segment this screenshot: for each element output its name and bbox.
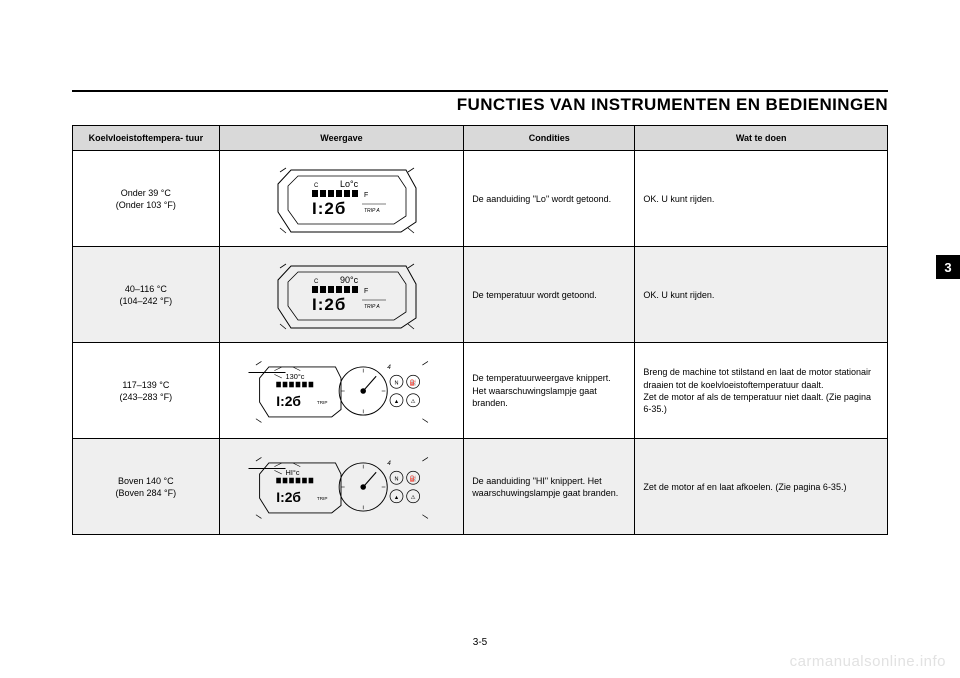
- svg-text:TRIP A: TRIP A: [364, 304, 380, 310]
- temp-c: Boven 140 °C: [118, 476, 174, 486]
- display-illustration: 130°c I:2б TRIP 4 N ⛽ ▲ ⚠: [241, 354, 441, 428]
- table-row: Onder 39 °C (Onder 103 °F) Lo°c C F I:2б …: [73, 151, 888, 247]
- table-row: 117–139 °C (243–283 °F) 130°c I:2б TRIP 4…: [73, 343, 888, 439]
- svg-text:I:2б: I:2б: [277, 488, 302, 504]
- svg-text:TRIP A: TRIP A: [364, 208, 380, 214]
- svg-text:⚠: ⚠: [411, 398, 417, 405]
- svg-text:C: C: [314, 183, 319, 189]
- svg-text:Lo°c: Lo°c: [340, 179, 359, 189]
- temp-f: (Onder 103 °F): [116, 200, 176, 210]
- page-title: FUNCTIES VAN INSTRUMENTEN EN BEDIENINGEN: [72, 92, 888, 125]
- cell-action: OK. U kunt rijden.: [635, 247, 888, 343]
- svg-text:F: F: [364, 192, 368, 199]
- display-illustration: 90°c C F I:2б TRIP A: [256, 258, 426, 332]
- svg-text:F: F: [364, 288, 368, 295]
- svg-text:HI°c: HI°c: [286, 468, 300, 477]
- watermark: carmanualsonline.info: [790, 653, 946, 670]
- svg-text:▲: ▲: [394, 399, 400, 405]
- svg-text:⛽: ⛽: [410, 378, 417, 386]
- cell-temperature: 117–139 °C (243–283 °F): [73, 343, 220, 439]
- cell-conditions: De temperatuur wordt getoond.: [464, 247, 635, 343]
- svg-text:N: N: [395, 476, 399, 482]
- svg-text:N: N: [395, 380, 399, 386]
- svg-text:4: 4: [388, 363, 392, 370]
- table-row: Boven 140 °C (Boven 284 °F) HI°c I:2б TRI…: [73, 439, 888, 535]
- temp-c: 117–139 °C: [122, 380, 169, 390]
- cell-temperature: 40–116 °C (104–242 °F): [73, 247, 220, 343]
- page: FUNCTIES VAN INSTRUMENTEN EN BEDIENINGEN…: [0, 0, 960, 678]
- cell-display: HI°c I:2б TRIP 4 N ⛽ ▲ ⚠: [219, 439, 464, 535]
- chapter-tab: 3: [936, 255, 960, 279]
- page-number: 3-5: [0, 637, 960, 648]
- svg-text:TRIP: TRIP: [317, 400, 328, 405]
- temp-c: 40–116 °C: [125, 284, 167, 294]
- svg-text:⚠: ⚠: [411, 494, 417, 501]
- svg-text:4: 4: [388, 459, 392, 466]
- display-illustration: Lo°c C F I:2б TRIP A: [256, 162, 426, 236]
- cell-temperature: Boven 140 °C (Boven 284 °F): [73, 439, 220, 535]
- temp-f: (104–242 °F): [120, 296, 173, 306]
- svg-text:C: C: [314, 279, 319, 285]
- svg-text:⛽: ⛽: [410, 474, 417, 482]
- th-display: Weergave: [219, 126, 464, 151]
- table-row: 40–116 °C (104–242 °F) 90°c C F I:2б TRIP…: [73, 247, 888, 343]
- temp-f: (Boven 284 °F): [116, 488, 177, 498]
- svg-text:▲: ▲: [394, 495, 400, 501]
- svg-text:I:2б: I:2б: [277, 392, 302, 408]
- th-temp: Koelvloeistoftempera- tuur: [73, 126, 220, 151]
- display-illustration: HI°c I:2б TRIP 4 N ⛽ ▲ ⚠: [241, 450, 441, 524]
- th-action: Wat te doen: [635, 126, 888, 151]
- cell-display: 130°c I:2б TRIP 4 N ⛽ ▲ ⚠: [219, 343, 464, 439]
- cell-conditions: De aanduiding "HI" knippert. Het waarsch…: [464, 439, 635, 535]
- cell-conditions: De aanduiding "Lo" wordt getoond.: [464, 151, 635, 247]
- cell-conditions: De temperatuurweergave knippert. Het waa…: [464, 343, 635, 439]
- svg-text:I:2б: I:2б: [312, 199, 346, 218]
- cell-display: 90°c C F I:2б TRIP A: [219, 247, 464, 343]
- svg-text:TRIP: TRIP: [317, 496, 328, 501]
- svg-text:90°c: 90°c: [340, 275, 359, 285]
- cell-temperature: Onder 39 °C (Onder 103 °F): [73, 151, 220, 247]
- cell-action: Breng de machine tot stilstand en laat d…: [635, 343, 888, 439]
- temp-c: Onder 39 °C: [121, 188, 171, 198]
- svg-text:130°c: 130°c: [286, 372, 305, 381]
- cell-action: OK. U kunt rijden.: [635, 151, 888, 247]
- cell-action: Zet de motor af en laat afkoelen. (Zie p…: [635, 439, 888, 535]
- cell-display: Lo°c C F I:2б TRIP A: [219, 151, 464, 247]
- th-conditions: Condities: [464, 126, 635, 151]
- svg-text:I:2б: I:2б: [312, 295, 346, 314]
- temp-f: (243–283 °F): [120, 392, 173, 402]
- coolant-temp-table: Koelvloeistoftempera- tuur Weergave Cond…: [72, 125, 888, 535]
